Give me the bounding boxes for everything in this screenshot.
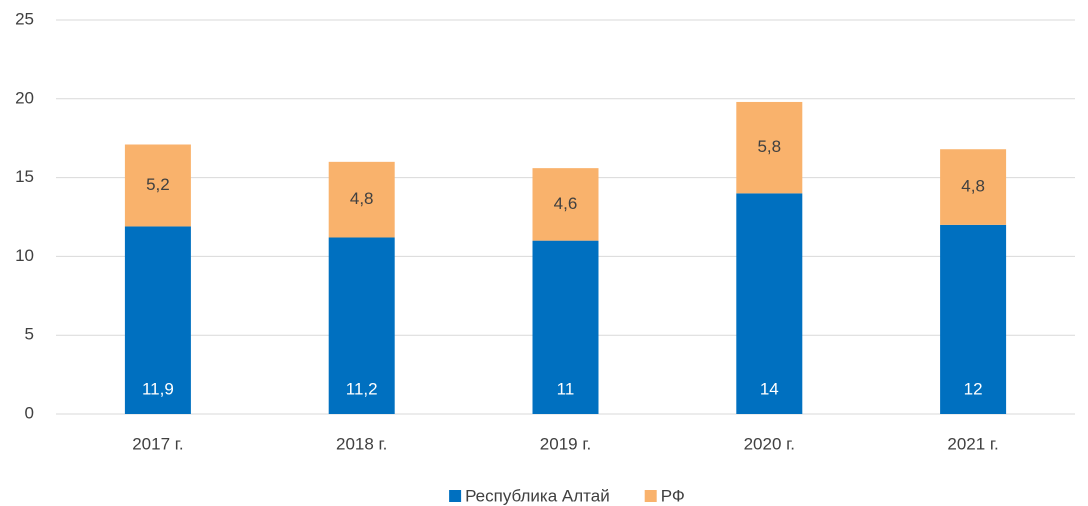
bar-segment (736, 193, 803, 414)
bar-segment (328, 237, 395, 414)
x-tick-label: 2020 г. (744, 434, 795, 453)
bar-segment (940, 149, 1007, 225)
data-label: 11 (557, 379, 575, 398)
data-label: 4,8 (350, 189, 374, 208)
x-tick-label: 2019 г. (540, 434, 591, 453)
legend-label: РФ (661, 486, 685, 505)
y-tick-label: 25 (15, 9, 34, 28)
data-label: 14 (760, 379, 779, 398)
y-tick-label: 0 (25, 403, 34, 422)
bar-segment (328, 161, 395, 238)
bar-segment (532, 240, 599, 414)
data-label: 12 (964, 379, 983, 398)
y-tick-label: 5 (25, 325, 34, 344)
bar-segment (124, 144, 191, 227)
bar-segment (736, 101, 803, 194)
y-tick-label: 15 (15, 167, 34, 186)
bar-segment (124, 226, 191, 414)
bar-segment (532, 168, 599, 241)
legend-swatch (644, 490, 657, 502)
x-tick-label: 2018 г. (336, 434, 387, 453)
data-label: 4,6 (554, 194, 578, 213)
y-tick-label: 20 (15, 88, 34, 107)
legend-label: Республика Алтай (465, 486, 610, 505)
legend-swatch (449, 490, 462, 502)
x-tick-label: 2021 г. (947, 434, 998, 453)
data-label: 5,8 (757, 137, 781, 156)
x-tick-label: 2017 г. (132, 434, 183, 453)
data-label: 4,8 (961, 177, 985, 196)
bar-segment (940, 224, 1007, 414)
data-label: 11,2 (346, 379, 378, 398)
y-tick-label: 10 (15, 246, 34, 265)
data-label: 11,9 (142, 379, 174, 398)
data-label: 5,2 (146, 175, 170, 194)
